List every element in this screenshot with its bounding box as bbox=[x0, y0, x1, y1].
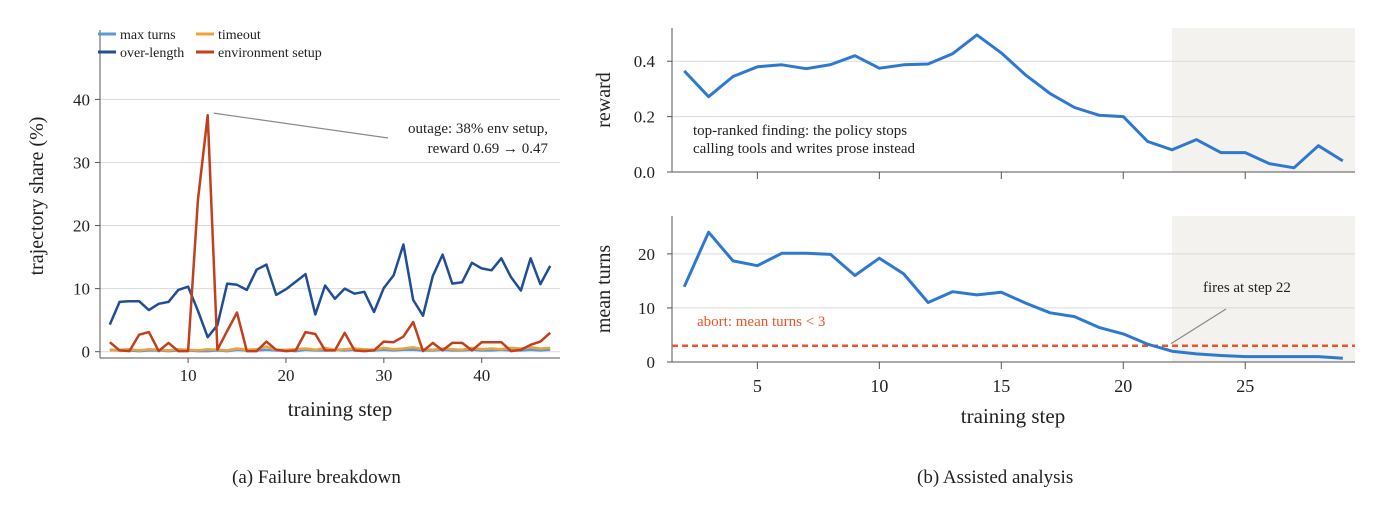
b-bottom-annotation-label: fires at step 22 bbox=[1203, 280, 1291, 296]
a-y-tick-label: 40 bbox=[73, 90, 90, 109]
a-x-tick-label: 30 bbox=[375, 366, 392, 385]
b-top-annotation-line1: top-ranked finding: the policy stops bbox=[693, 123, 907, 139]
b-bottom-x-tick-label: 15 bbox=[992, 376, 1010, 396]
b-bottom-x-tick-label: 20 bbox=[1114, 376, 1132, 396]
caption-a: (a) Failure breakdown bbox=[232, 467, 401, 488]
b-bottom-shaded-region bbox=[1172, 216, 1355, 362]
a-y-tick-label: 30 bbox=[73, 153, 90, 172]
a-y-axis-label: trajectory share (%) bbox=[26, 117, 48, 276]
b-top-y-axis-label: reward bbox=[593, 72, 615, 128]
b-bottom-y-tick-label: 0 bbox=[647, 353, 656, 372]
b-bottom-y-tick-label: 20 bbox=[638, 245, 655, 264]
a-legend-label: max turns bbox=[120, 28, 176, 43]
b-bottom-x-tick-label: 5 bbox=[753, 376, 762, 396]
a-legend-label: environment setup bbox=[218, 46, 322, 61]
a-legend-label: over-length bbox=[120, 46, 184, 61]
a-series-timeout bbox=[109, 345, 551, 352]
b-bottom-series-mean-turns bbox=[682, 230, 1343, 360]
b-top-y-tick-label: 0.2 bbox=[634, 108, 655, 127]
b-bottom-x-axis-label: training step bbox=[961, 404, 1065, 428]
b-top-y-tick-label: 0.0 bbox=[634, 163, 655, 182]
a-y-tick-label: 20 bbox=[73, 217, 90, 236]
a-annotation-line1: outage: 38% env setup, bbox=[408, 121, 548, 137]
a-x-tick-label: 40 bbox=[473, 366, 490, 385]
b-bottom-x-tick-label: 25 bbox=[1236, 376, 1254, 396]
a-annotation-line2: reward 0.69 → 0.47 bbox=[428, 141, 549, 157]
a-annotation-leader bbox=[213, 112, 389, 139]
b-top-y-tick-label: 0.4 bbox=[634, 52, 656, 71]
a-series-environment-setup bbox=[108, 113, 552, 353]
b-top-annotation-line2: calling tools and writes prose instead bbox=[693, 141, 916, 157]
b-bottom-annotation-leader bbox=[1170, 308, 1227, 345]
a-y-tick-label: 0 bbox=[82, 343, 91, 362]
caption-b: (b) Assisted analysis bbox=[917, 467, 1074, 488]
a-legend-label: timeout bbox=[218, 28, 261, 43]
a-x-axis-label: training step bbox=[288, 397, 392, 421]
b-bottom-x-tick-label: 10 bbox=[870, 376, 888, 396]
b-bottom-y-axis-label: mean turns bbox=[593, 245, 615, 334]
b-bottom-abort-label: abort: mean turns < 3 bbox=[697, 314, 825, 330]
b-bottom-y-tick-label: 10 bbox=[638, 299, 655, 318]
a-x-tick-label: 20 bbox=[277, 366, 294, 385]
a-y-tick-label: 10 bbox=[73, 280, 90, 299]
a-series-over-length bbox=[108, 243, 552, 339]
b-top-series-reward bbox=[683, 33, 1344, 170]
a-x-tick-label: 10 bbox=[180, 366, 197, 385]
